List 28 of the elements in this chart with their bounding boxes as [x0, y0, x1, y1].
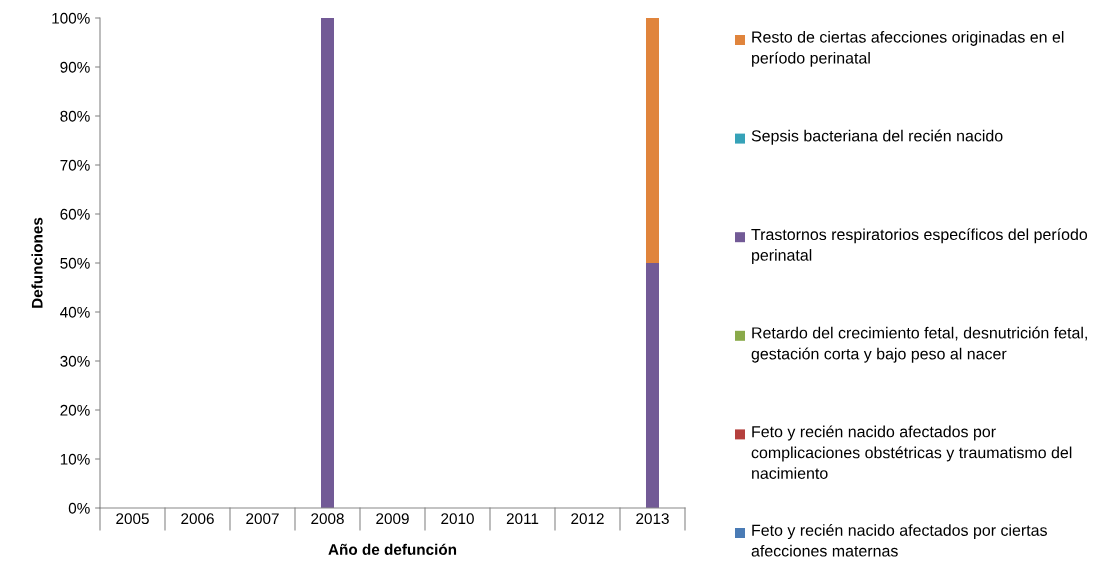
y-axis-title: Defunciones [31, 217, 43, 308]
y-tick-label: 0% [68, 502, 90, 514]
legend-label: Sepsis bacteriana del recién nacido [751, 129, 1003, 145]
y-tick-label: 50% [60, 257, 90, 269]
y-tick-label: 30% [60, 355, 90, 367]
legend-label: Trastornos respiratorios específicos del período perinatal [751, 228, 1088, 264]
y-tick-label: 80% [60, 110, 90, 122]
x-tick-label: 2011 [506, 513, 539, 525]
legend-label: Feto y recién nacido afectados por complicaciones obstétricas y traumatismo del nacimiento [751, 425, 1072, 479]
y-tick-label: 100% [52, 12, 90, 24]
x-tick-label: 2012 [571, 513, 604, 525]
legend-label: Feto y recién nacido afectados por ciertas afecciones maternas [751, 524, 1047, 557]
legend-label: Retardo del crecimiento fetal, desnutrición fetal, gestación corta y bajo peso al nacer [751, 326, 1087, 363]
y-tick-label: 10% [60, 453, 90, 465]
x-tick-label: 2010 [441, 513, 474, 525]
y-tick-label: 20% [60, 404, 90, 416]
legend-label: Resto de ciertas afecciones originadas en el período perinatal [752, 31, 1064, 67]
x-tick-label: 2007 [246, 513, 279, 525]
y-tick-label: 90% [60, 61, 90, 73]
y-tick-label: 40% [60, 306, 90, 318]
x-tick-label: 2006 [181, 513, 214, 525]
y-tick-label: 60% [60, 208, 90, 220]
y-tick-label: 70% [60, 159, 90, 171]
x-tick-label: 2005 [116, 513, 149, 525]
x-tick-label: 2008 [311, 513, 344, 525]
x-tick-label: 2013 [636, 513, 669, 525]
x-tick-label: 2009 [376, 513, 409, 525]
x-axis-title: Año de defunción [328, 543, 457, 555]
